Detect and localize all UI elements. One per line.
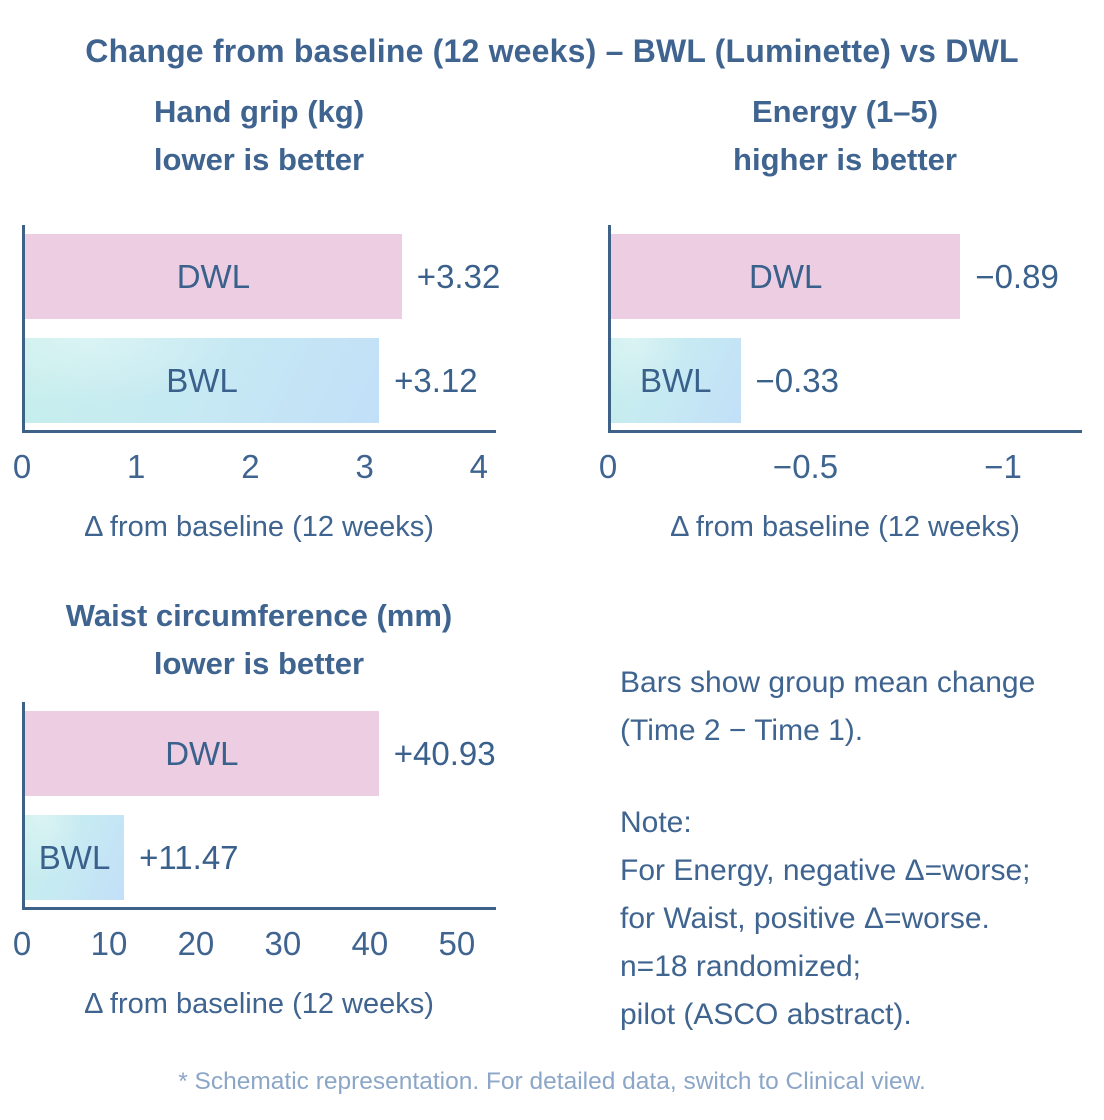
x-tick: 3 <box>355 448 374 485</box>
x-axis-label: Δ from baseline (12 weeks) <box>670 511 1020 543</box>
bar-bwl: BWL <box>25 338 380 423</box>
x-tick: 0 <box>598 448 618 485</box>
x-tick: 0 <box>12 925 32 962</box>
x-tick: 20 <box>177 925 215 962</box>
bar-value-label: −0.89 <box>975 257 1059 295</box>
bar-row-dwl: DWL −0.89 <box>611 234 1082 319</box>
bar-row-bwl: BWL +11.47 <box>25 815 496 900</box>
bar-dwl: DWL <box>25 234 402 319</box>
x-tick: 30 <box>264 925 302 962</box>
plot-area: DWL +3.32 BWL +3.12 <box>22 225 500 433</box>
note-label: Note: <box>620 806 692 839</box>
bar-value-label: +3.12 <box>394 361 478 399</box>
x-tick: 50 <box>438 925 476 962</box>
x-tick: 10 <box>90 925 128 962</box>
note-line: n=18 randomized; <box>620 950 861 983</box>
bar-category-label: BWL <box>38 838 111 876</box>
x-tick: −1 <box>984 448 1022 485</box>
panel-hand-grip: Hand grip (kg) lower is better DWL +3.32 B… <box>13 88 500 544</box>
chart-title: Waist circumference (mm) <box>65 598 453 633</box>
note-line: pilot (ASCO abstract). <box>620 998 912 1031</box>
bar-bwl: BWL <box>611 338 741 423</box>
footnote: * Schematic representation. For detailed… <box>178 1068 926 1095</box>
x-axis-label: Δ from baseline (12 weeks) <box>84 511 434 543</box>
bar-category-label: BWL <box>640 361 712 399</box>
x-tick: 4 <box>469 448 489 485</box>
bar-row-dwl: DWL +3.32 <box>25 234 500 319</box>
chart-heading: Hand grip (kg) lower is better <box>22 88 496 184</box>
x-axis-ticks: 0 10 20 30 40 50 <box>13 925 496 967</box>
x-axis-label: Δ from baseline (12 weeks) <box>84 988 434 1020</box>
caption-text: Bars show group mean change (Time 2 − Tim… <box>620 666 1036 747</box>
chart-heading: Energy (1–5) higher is better <box>608 88 1082 184</box>
bar-category-label: DWL <box>165 734 239 772</box>
bar-value-label: +11.47 <box>139 838 239 876</box>
notes-panel: Bars show group mean change (Time 2 − Tim… <box>620 659 1090 1039</box>
plot-area: DWL +40.93 BWL +11.47 <box>22 702 496 910</box>
bar-category-label: DWL <box>176 257 251 295</box>
x-tick: −0.5 <box>772 448 839 485</box>
x-axis-ticks: 0 −0.5 −1 <box>599 448 1082 490</box>
bar-row-dwl: DWL +40.93 <box>25 711 496 796</box>
x-tick: 1 <box>127 448 146 485</box>
chart-subtitle: lower is better <box>153 142 365 177</box>
chart-heading: Waist circumference (mm) lower is better <box>22 592 496 688</box>
bar-value-label: −0.33 <box>755 361 840 399</box>
bar-dwl: DWL <box>611 234 961 319</box>
x-tick: 0 <box>12 448 32 485</box>
panel-energy: Energy (1–5) higher is better DWL −0.89 BW… <box>599 88 1082 544</box>
bar-row-bwl: BWL +3.12 <box>25 338 496 423</box>
bar-category-label: BWL <box>166 361 238 399</box>
x-tick: 40 <box>351 925 389 962</box>
chart-subtitle: higher is better <box>733 142 957 177</box>
x-tick: 2 <box>241 448 260 485</box>
bar-row-bwl: BWL −0.33 <box>611 338 1082 423</box>
bar-category-label: DWL <box>748 257 823 295</box>
bar-value-label: +3.32 <box>416 257 501 295</box>
bar-dwl: DWL <box>25 711 379 796</box>
note-line: for Waist, positive Δ=worse. <box>620 902 990 935</box>
chart-title: Hand grip (kg) <box>153 94 365 129</box>
note-line: For Energy, negative Δ=worse; <box>620 854 1031 887</box>
plot-area: DWL −0.89 BWL −0.33 <box>608 225 1082 433</box>
x-axis-ticks: 0 1 2 3 4 <box>13 448 496 490</box>
chart-subtitle: lower is better <box>153 646 365 681</box>
bar-bwl: BWL <box>25 815 125 900</box>
figure-title: Change from baseline (12 weeks) – BWL (L… <box>85 33 1019 70</box>
panel-waist: Waist circumference (mm) lower is better… <box>13 592 496 1021</box>
bar-value-label: +40.93 <box>393 734 496 772</box>
chart-title: Energy (1–5) <box>751 94 939 129</box>
